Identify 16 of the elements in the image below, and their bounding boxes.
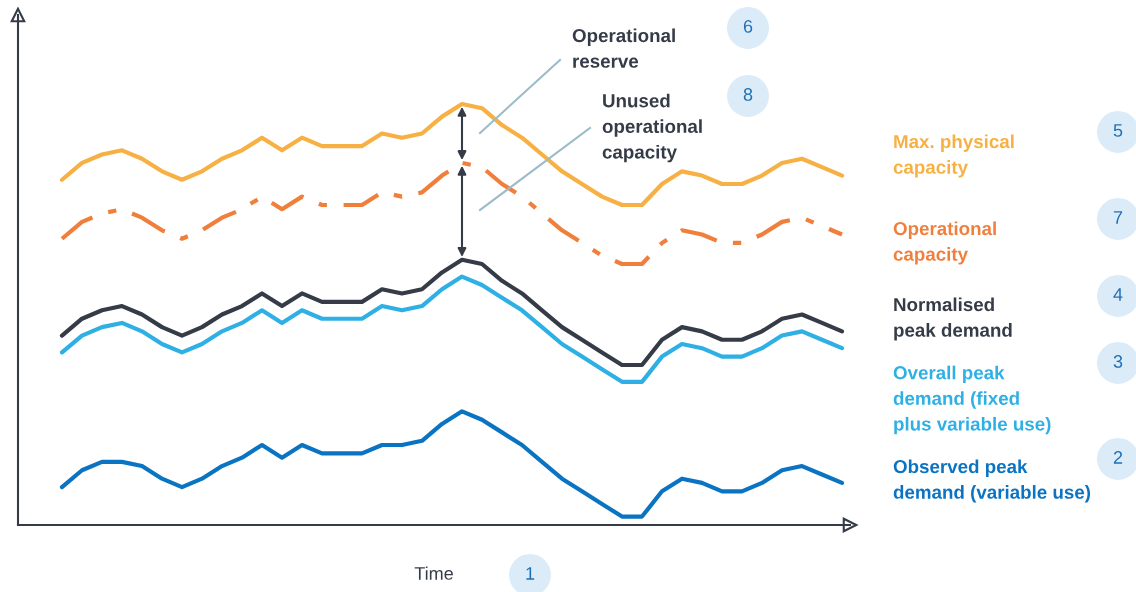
text: 8: [743, 88, 753, 101]
text: Overall peak demand (fixed plus variable use): [893, 365, 1051, 435]
text: 7: [1113, 211, 1123, 224]
text: Normalised peak demand: [894, 297, 1012, 341]
text: 4: [1113, 288, 1123, 301]
text: 1: [526, 567, 535, 580]
text: Operational reserve: [572, 28, 675, 68]
text: 5: [1113, 124, 1123, 137]
text: 2: [1113, 451, 1123, 464]
annotation: Unused operational capacity: [602, 93, 702, 163]
text: 3: [1113, 355, 1123, 368]
text: Operational capacity: [893, 221, 996, 265]
x-axis-title: Time: [414, 566, 453, 580]
text: 6: [743, 20, 753, 33]
text: Max. physical capacity: [893, 134, 1014, 178]
text: Observed peak demand (variable use): [893, 459, 1091, 503]
